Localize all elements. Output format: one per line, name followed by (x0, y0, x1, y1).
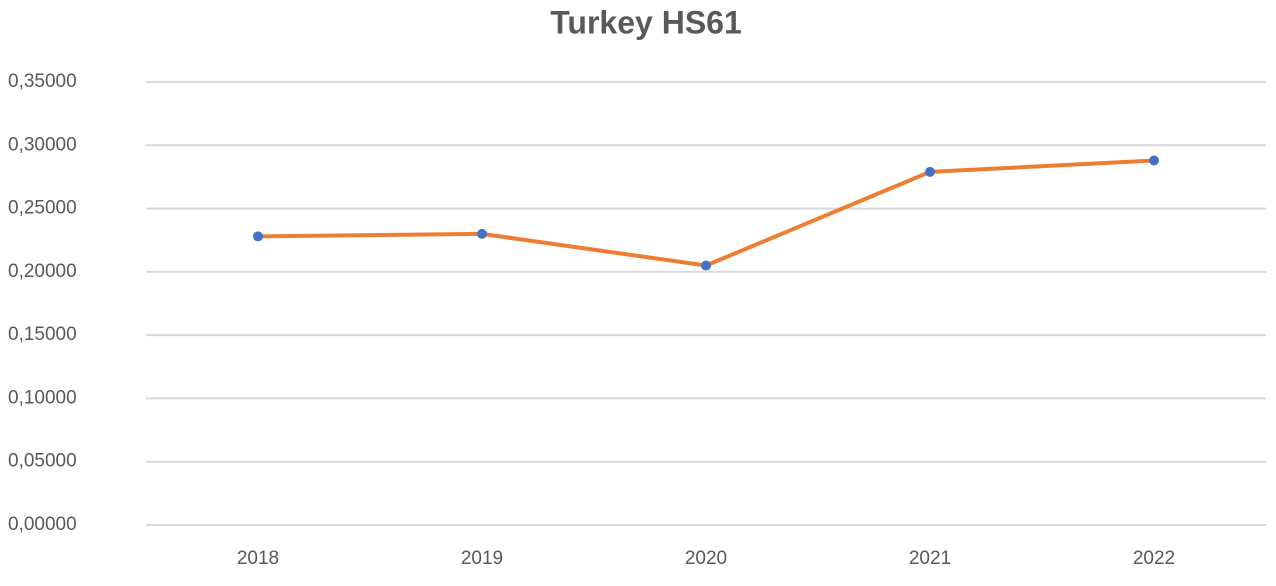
y-tick-label: 0,20000 (8, 261, 77, 282)
x-tick-label: 2019 (461, 548, 503, 569)
point-marker (477, 228, 487, 239)
point-marker (1149, 155, 1159, 166)
chart-title: Turkey HS61 (550, 4, 742, 40)
y-tick-label: 0,35000 (8, 71, 77, 92)
y-tick-label: 0,00000 (8, 514, 77, 535)
y-tick-label: 0,30000 (8, 134, 77, 155)
y-tick-label: 0,10000 (8, 387, 77, 408)
y-tick-label: 0,05000 (8, 451, 77, 472)
x-tick-label: 2018 (237, 548, 279, 569)
point-marker (925, 166, 935, 177)
x-tick-label: 2020 (685, 548, 727, 569)
point-marker (701, 260, 711, 271)
point-marker (253, 231, 263, 242)
x-tick-label: 2022 (1133, 548, 1175, 569)
x-tick-label: 2021 (909, 548, 951, 569)
y-tick-label: 0,25000 (8, 198, 77, 219)
series-line (257, 158, 1155, 268)
y-tick-label: 0,15000 (8, 324, 77, 345)
